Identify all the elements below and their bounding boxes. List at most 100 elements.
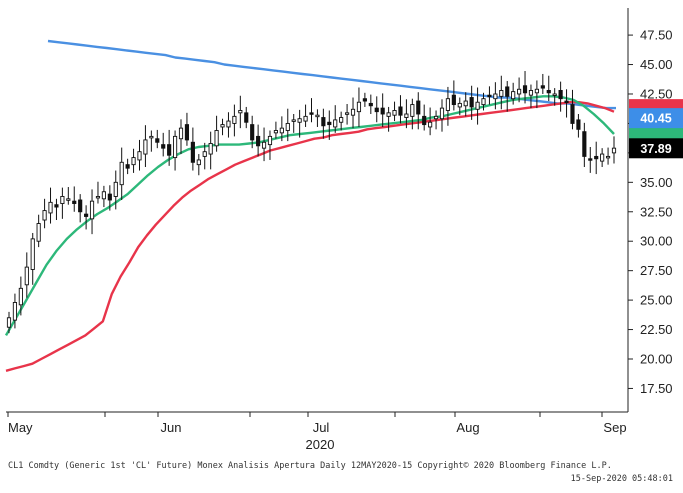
price-tag-label: 37.89	[640, 142, 671, 156]
candle-body	[511, 91, 516, 100]
x-axis-ticks: May Jun Jul Aug Sep 2020	[7, 412, 627, 452]
x-tick-label: Aug	[456, 420, 479, 435]
candle-body	[582, 131, 587, 157]
candle-body	[439, 107, 445, 120]
candle-body	[220, 124, 225, 128]
candle-body	[410, 104, 415, 117]
candle-body	[161, 144, 166, 149]
candle-body	[404, 113, 409, 118]
candle-body	[505, 86, 510, 97]
price-tag	[629, 138, 683, 159]
candle-body	[95, 196, 101, 199]
candle-body	[481, 98, 486, 106]
candle-body	[469, 97, 474, 108]
candle-body	[522, 85, 528, 94]
candle-body	[172, 135, 178, 159]
y-tick-label: 47.50	[640, 28, 673, 43]
x-tick-label: Jun	[161, 420, 182, 435]
candle-body	[184, 124, 190, 141]
y-tick-label: 20.00	[640, 351, 673, 366]
candle-body	[30, 238, 35, 270]
candle-body	[368, 102, 373, 107]
candlesticks	[6, 71, 617, 334]
candle-body	[24, 266, 29, 286]
candle-body	[451, 94, 456, 106]
candle-body	[244, 112, 249, 123]
candle-body	[196, 159, 201, 166]
candle-body	[131, 157, 136, 166]
candle-body	[546, 89, 551, 94]
candle-body	[297, 118, 302, 123]
candle-body	[380, 107, 385, 115]
candle-body	[600, 153, 605, 162]
candle-body	[588, 158, 593, 161]
candle-body	[12, 302, 18, 321]
candle-body	[18, 287, 23, 306]
candle-body	[101, 191, 106, 200]
candle-body	[155, 138, 160, 143]
candle-body	[261, 141, 267, 149]
candle-body	[333, 119, 338, 128]
candle-body	[36, 223, 41, 242]
y-tick-label: 25.00	[640, 293, 673, 308]
candle-body	[499, 89, 504, 97]
candle-body	[540, 85, 545, 89]
y-tick-label: 30.00	[640, 234, 673, 249]
candle-body	[226, 120, 231, 128]
x-tick-label: Jul	[313, 420, 330, 435]
candle-body	[416, 100, 421, 115]
candle-body	[327, 121, 332, 126]
candle-body	[564, 100, 569, 103]
price-tag	[629, 108, 683, 129]
candle-body	[42, 210, 47, 221]
y-tick-label: 17.50	[640, 381, 673, 396]
candle-body	[303, 115, 308, 122]
candle-body	[137, 151, 142, 161]
x-year-label: 2020	[306, 437, 335, 452]
candle-body	[149, 135, 154, 139]
candle-body	[48, 201, 53, 214]
candle-body	[125, 164, 130, 169]
y-tick-label: 42.50	[640, 86, 673, 101]
y-tick-label: 45.00	[640, 57, 673, 72]
candle-body	[517, 88, 522, 95]
footer-source: CL1 Comdty (Generic 1st 'CL' Future) Mon…	[8, 461, 612, 471]
candle-body	[475, 101, 480, 110]
price-tag-label: 40.45	[640, 112, 671, 126]
candle-body	[238, 110, 243, 114]
candle-body	[386, 112, 391, 117]
candle-body	[54, 204, 59, 208]
candle-body	[6, 317, 12, 328]
candle-body	[178, 127, 184, 140]
candle-body	[345, 112, 350, 115]
candle-body	[208, 143, 213, 155]
candle-body	[605, 155, 611, 159]
candle-body	[428, 121, 433, 128]
candle-body	[107, 193, 112, 201]
candle-body	[463, 100, 468, 107]
candle-body	[534, 88, 539, 94]
candle-body	[611, 147, 617, 154]
candle-body	[143, 139, 148, 155]
candle-body	[374, 107, 379, 113]
candle-body	[113, 181, 118, 197]
candle-body	[392, 110, 397, 116]
candle-body	[66, 198, 71, 201]
footer-timestamp: 15-Sep-2020 05:48:01	[570, 474, 673, 484]
y-tick-label: 35.00	[640, 175, 673, 190]
candle-body	[119, 161, 124, 186]
candle-body	[422, 115, 427, 126]
candle-body	[291, 119, 296, 122]
candle-body	[232, 115, 237, 124]
x-tick-label: Sep	[603, 420, 626, 435]
candle-body	[339, 117, 344, 123]
series-line-1	[5, 100, 615, 372]
candle-body	[279, 127, 284, 134]
y-tick-label: 22.50	[640, 322, 673, 337]
candle-body	[398, 106, 403, 116]
candle-body	[445, 98, 451, 111]
candle-body	[167, 144, 172, 156]
candle-body	[315, 114, 320, 118]
candle-body	[89, 200, 95, 220]
